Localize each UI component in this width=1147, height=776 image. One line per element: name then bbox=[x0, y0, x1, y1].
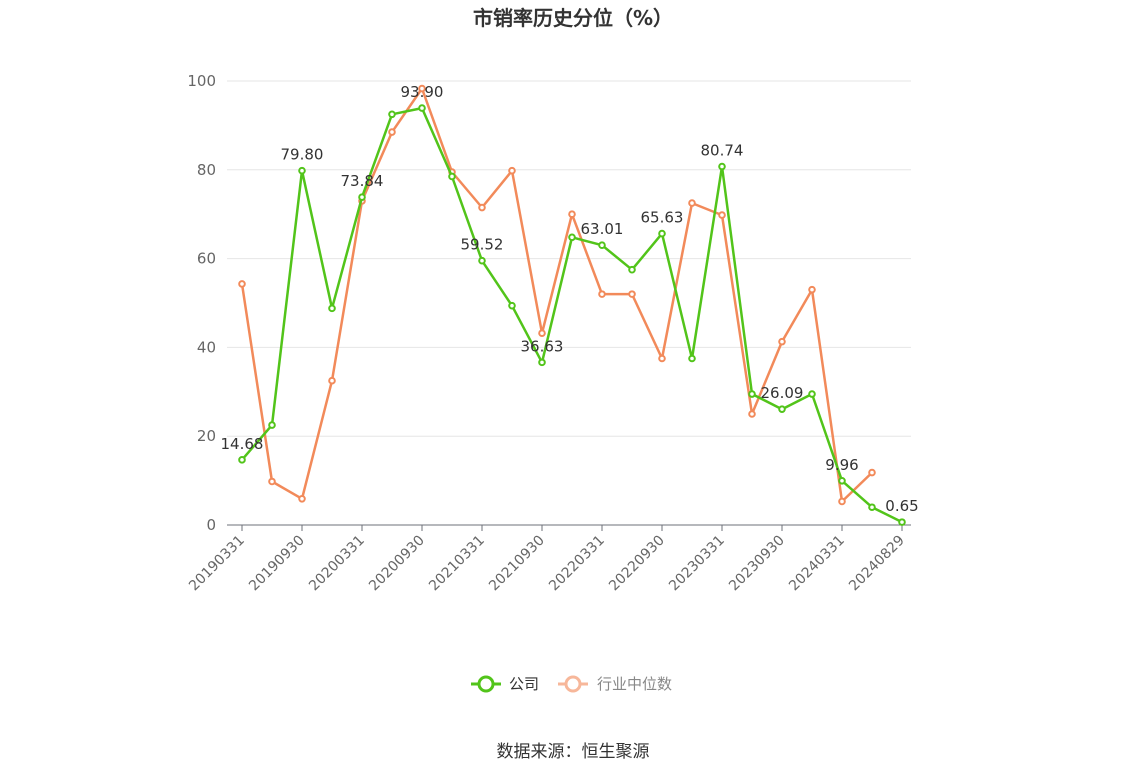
data-point-company[interactable] bbox=[298, 166, 306, 175]
x-tick-label: 20190331 bbox=[186, 533, 248, 595]
data-point-company[interactable] bbox=[838, 476, 846, 485]
y-tick-label: 100 bbox=[187, 72, 216, 90]
data-label: 14.68 bbox=[221, 435, 264, 453]
data-point-industry[interactable] bbox=[688, 199, 696, 207]
x-tick-label: 20190930 bbox=[246, 533, 308, 595]
y-tick-label: 20 bbox=[197, 427, 216, 445]
data-point-industry[interactable] bbox=[868, 468, 876, 477]
data-point-industry[interactable] bbox=[718, 211, 726, 219]
data-point-company[interactable] bbox=[688, 354, 696, 363]
data-point-industry[interactable] bbox=[748, 410, 756, 418]
x-tick-label: 20220930 bbox=[606, 533, 668, 595]
data-point-company[interactable] bbox=[388, 110, 396, 119]
grid-layer bbox=[227, 80, 911, 437]
data-point-industry[interactable] bbox=[238, 280, 246, 288]
data-point-industry[interactable] bbox=[658, 354, 666, 363]
series-line-industry bbox=[240, 87, 873, 503]
data-point-company[interactable] bbox=[598, 241, 606, 250]
data-point-company[interactable] bbox=[898, 518, 906, 526]
data-point-industry[interactable] bbox=[388, 128, 396, 136]
data-label: 36.63 bbox=[521, 337, 564, 355]
data-point-company[interactable] bbox=[748, 390, 756, 398]
data-point-company[interactable] bbox=[448, 172, 456, 181]
data-point-industry[interactable] bbox=[778, 337, 786, 346]
data-label: 9.96 bbox=[825, 456, 858, 474]
x-tick-label: 20200331 bbox=[306, 533, 368, 595]
data-point-company[interactable] bbox=[658, 229, 666, 238]
data-label: 59.52 bbox=[461, 236, 504, 254]
data-point-company[interactable] bbox=[508, 301, 516, 310]
data-point-industry[interactable] bbox=[418, 84, 426, 93]
x-tick-label: 20210930 bbox=[486, 533, 548, 595]
data-point-industry[interactable] bbox=[268, 477, 276, 486]
data-point-company[interactable] bbox=[418, 104, 426, 112]
data-point-company[interactable] bbox=[538, 358, 546, 367]
data-point-industry[interactable] bbox=[598, 290, 606, 298]
data-label: 80.74 bbox=[701, 142, 744, 160]
data-point-company[interactable] bbox=[238, 456, 246, 464]
data-label: 65.63 bbox=[641, 209, 684, 227]
legend-company-label: 公司 bbox=[509, 675, 539, 693]
data-label: 93.90 bbox=[401, 83, 444, 101]
data-point-industry[interactable] bbox=[508, 166, 516, 175]
chart-title: 市销率历史分位（%） bbox=[473, 6, 673, 30]
x-tick-label: 20220331 bbox=[546, 533, 608, 595]
x-tick-label: 20240829 bbox=[846, 533, 908, 595]
data-point-industry[interactable] bbox=[538, 329, 546, 337]
data-point-company[interactable] bbox=[268, 421, 276, 429]
y-tick-label: 0 bbox=[206, 516, 216, 534]
x-tick-label: 20230331 bbox=[666, 533, 728, 595]
data-point-industry[interactable] bbox=[838, 497, 846, 506]
legend-industry-marker bbox=[564, 675, 582, 693]
source-text: 数据来源：恒生聚源 bbox=[497, 742, 650, 762]
x-tick-label: 20240331 bbox=[786, 533, 848, 595]
data-point-industry[interactable] bbox=[808, 285, 816, 294]
data-point-company[interactable] bbox=[568, 233, 576, 242]
data-point-company[interactable] bbox=[718, 162, 726, 171]
data-point-company[interactable] bbox=[778, 405, 786, 413]
data-label: 0.65 bbox=[885, 497, 918, 515]
data-label: 73.84 bbox=[341, 172, 384, 190]
data-point-industry[interactable] bbox=[568, 210, 576, 218]
x-tick-label: 20200930 bbox=[366, 533, 428, 595]
data-point-company[interactable] bbox=[808, 390, 816, 398]
data-point-industry[interactable] bbox=[328, 376, 336, 385]
x-tick-label: 20230930 bbox=[726, 533, 788, 595]
legend[interactable]: 公司 行业中位数 bbox=[471, 675, 672, 693]
legend-item-company[interactable]: 公司 bbox=[471, 675, 539, 693]
data-point-company[interactable] bbox=[358, 193, 366, 201]
legend-industry-label: 行业中位数 bbox=[597, 675, 672, 693]
legend-company-marker bbox=[477, 675, 495, 693]
legend-item-industry[interactable]: 行业中位数 bbox=[558, 675, 672, 693]
data-point-company[interactable] bbox=[478, 256, 486, 265]
data-point-company[interactable] bbox=[328, 304, 336, 313]
x-tick-label: 20210331 bbox=[426, 533, 488, 595]
data-label: 79.80 bbox=[281, 146, 324, 164]
y-tick-label: 80 bbox=[197, 161, 216, 179]
data-label: 26.09 bbox=[761, 384, 804, 402]
data-point-industry[interactable] bbox=[628, 290, 636, 298]
data-point-industry[interactable] bbox=[478, 203, 486, 212]
data-label-layer: 14.68 79.80 73.84 93.90 59.52 36.63 63.01 65.63… bbox=[221, 83, 919, 515]
data-point-industry[interactable] bbox=[298, 495, 306, 503]
data-label: 63.01 bbox=[581, 220, 624, 238]
y-tick-label: 60 bbox=[197, 250, 216, 268]
series-layer bbox=[238, 84, 906, 526]
y-tick-label: 40 bbox=[197, 338, 216, 356]
data-point-company[interactable] bbox=[628, 265, 636, 274]
data-point-company[interactable] bbox=[868, 503, 876, 512]
